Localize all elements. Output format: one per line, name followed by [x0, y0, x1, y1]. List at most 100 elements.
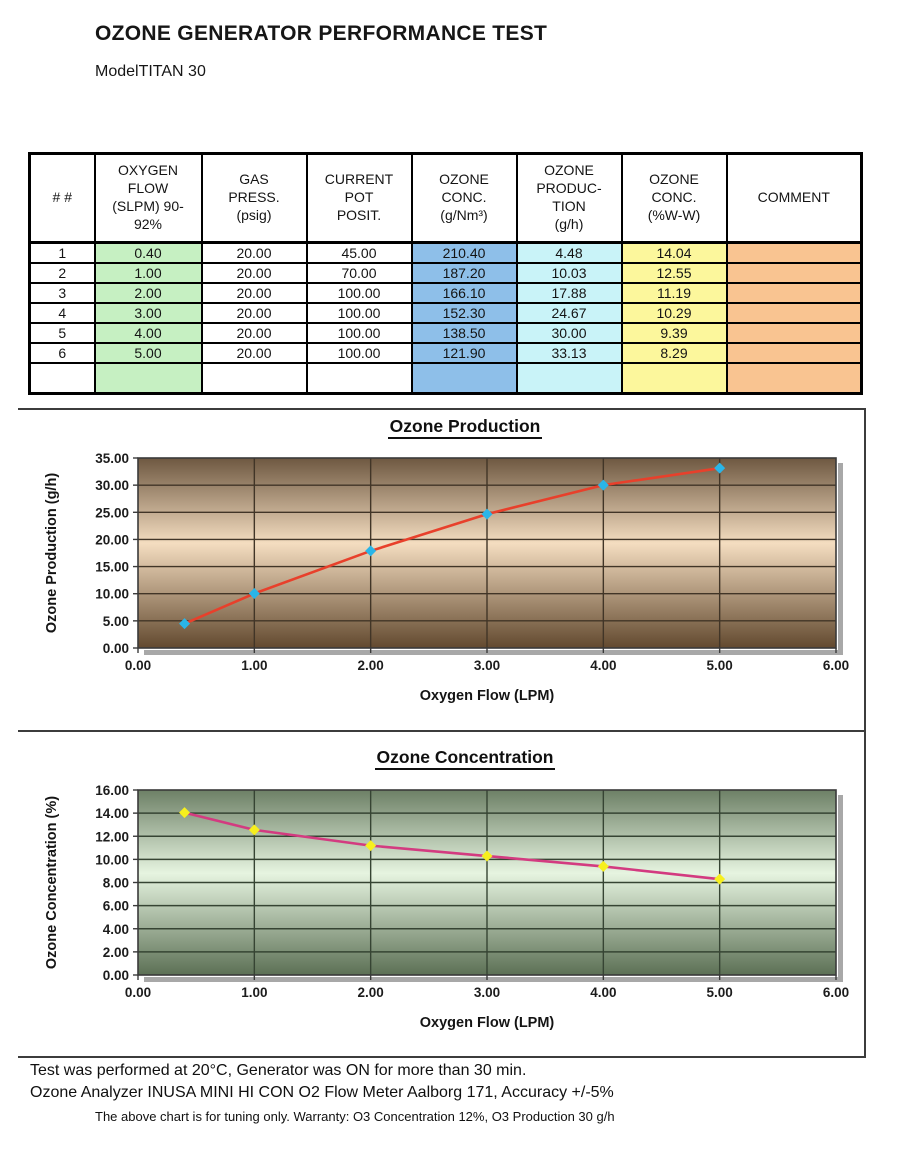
- table-cell: 30.00: [515, 321, 623, 344]
- model-line: ModelTITAN 30: [95, 63, 206, 81]
- table-cell: 187.20: [410, 261, 518, 284]
- table-cell: 20.00: [200, 301, 308, 324]
- table-cell: 1: [28, 241, 96, 264]
- y-tick-label: 14.00: [95, 806, 129, 821]
- y-axis-title: Ozone Production (g/h): [44, 473, 60, 633]
- table-cell: [93, 361, 203, 395]
- table-cell: 5: [28, 321, 96, 344]
- table-cell: 138.50: [410, 321, 518, 344]
- table-body: 1 0.40 20.00 45.00 210.40 4.48 14.04 2 1.00 20.00…: [28, 241, 863, 395]
- table-cell: 166.10: [410, 281, 518, 304]
- table-cell: [725, 301, 863, 324]
- data-point-marker: [481, 850, 493, 862]
- table-cell: 2: [28, 261, 96, 284]
- y-tick-label: 35.00: [95, 451, 129, 466]
- y-tick-label: 0.00: [103, 641, 129, 656]
- table-cell: 11.19: [620, 281, 728, 304]
- y-tick-label: 30.00: [95, 478, 129, 493]
- column-header: OZONE PRODUC- TION (g/h): [515, 152, 623, 244]
- x-tick-label: 3.00: [474, 658, 500, 673]
- x-tick-label: 2.00: [358, 658, 384, 673]
- table-cell: 20.00: [200, 341, 308, 364]
- chart1-title: Ozone Production: [60, 416, 870, 439]
- data-point-marker: [179, 807, 191, 819]
- footer-line-2: Ozone Analyzer INUSA MINI HI CON O2 Flow…: [30, 1084, 614, 1101]
- table-cell: 210.40: [410, 241, 518, 264]
- y-tick-label: 8.00: [103, 876, 129, 891]
- table-header-row: # # OXYGEN FLOW (SLPM) 90- 92% GAS PRESS. …: [28, 152, 863, 244]
- table-cell: 100.00: [305, 281, 413, 304]
- table-cell: 70.00: [305, 261, 413, 284]
- ozone-production-chart: 0.00 5.00 10.00 15.00 20.00 25.00 30.00 35.00 0.…: [44, 451, 849, 704]
- table-row: 5 4.00 20.00 100.00 138.50 30.00 9.39: [28, 321, 863, 344]
- ozone-concentration-chart: 0.00 2.00 4.00 6.00 8.00 10.00 12.00 14.00 16.00…: [44, 783, 849, 1031]
- column-header: OXYGEN FLOW (SLPM) 90- 92%: [93, 152, 203, 244]
- data-point-marker: [365, 840, 377, 852]
- data-line: [183, 811, 721, 881]
- column-header: OZONE CONC. (%W-W): [620, 152, 728, 244]
- table-cell: 20.00: [200, 281, 308, 304]
- table-cell: [725, 241, 863, 264]
- table-cell: [515, 361, 623, 395]
- y-axis-title: Ozone Concentration (%): [44, 796, 60, 969]
- chart2-title: Ozone Concentration: [60, 747, 870, 770]
- table-cell: 6: [28, 341, 96, 364]
- data-point-marker: [179, 618, 191, 630]
- table-cell: 17.88: [515, 281, 623, 304]
- table-cell: 45.00: [305, 241, 413, 264]
- y-tick-label: 0.00: [103, 968, 129, 983]
- table-cell: 20.00: [200, 261, 308, 284]
- column-header: COMMENT: [725, 152, 863, 244]
- data-point-marker: [248, 588, 260, 600]
- table-cell: 3.00: [93, 301, 203, 324]
- data-point-marker: [248, 824, 260, 836]
- table-cell: 152.30: [410, 301, 518, 324]
- table-cell: 20.00: [200, 321, 308, 344]
- table-cell: 3: [28, 281, 96, 304]
- x-tick-label: 1.00: [241, 985, 267, 1000]
- table-cell: [725, 341, 863, 364]
- y-tick-label: 10.00: [95, 587, 129, 602]
- table-cell: 24.67: [515, 301, 623, 324]
- x-tick-label: 4.00: [590, 985, 616, 1000]
- y-tick-label: 5.00: [103, 614, 129, 629]
- plot-shadow: [144, 977, 843, 982]
- data-point-marker: [597, 860, 609, 872]
- column-header: GAS PRESS. (psig): [200, 152, 308, 244]
- footer-line-1: Test was performed at 20°C, Generator wa…: [30, 1062, 527, 1079]
- data-point-marker: [597, 479, 609, 491]
- table-cell: 33.13: [515, 341, 623, 364]
- table-cell: 10.29: [620, 301, 728, 324]
- table-cell: 5.00: [93, 341, 203, 364]
- column-header: OZONE CONC. (g/Nm³): [410, 152, 518, 244]
- model-label: Model: [95, 63, 139, 80]
- page-title: OZONE GENERATOR PERFORMANCE TEST: [95, 22, 548, 45]
- frame-right-border: [864, 408, 866, 1058]
- plot-shadow: [838, 463, 843, 655]
- table-cell: [725, 281, 863, 304]
- table-cell: 4: [28, 301, 96, 324]
- data-point-marker: [714, 873, 726, 885]
- table-row: 4 3.00 20.00 100.00 152.30 24.67 10.29: [28, 301, 863, 324]
- table-cell: [620, 361, 728, 395]
- y-tick-label: 10.00: [95, 852, 129, 867]
- performance-table: # # OXYGEN FLOW (SLPM) 90- 92% GAS PRESS. …: [28, 152, 863, 395]
- table-cell: 4.48: [515, 241, 623, 264]
- table-cell: 100.00: [305, 301, 413, 324]
- table-cell: [725, 261, 863, 284]
- x-tick-label: 4.00: [590, 658, 616, 673]
- table-cell: 9.39: [620, 321, 728, 344]
- column-header: CURRENT POT POSIT.: [305, 152, 413, 244]
- y-tick-label: 12.00: [95, 829, 129, 844]
- x-tick-label: 5.00: [707, 658, 733, 673]
- table-cell: [28, 361, 96, 395]
- section-divider-middle: [18, 730, 866, 732]
- table-cell: 121.90: [410, 341, 518, 364]
- data-point-marker: [714, 462, 726, 474]
- column-header: # #: [28, 152, 96, 244]
- table-cell: [725, 321, 863, 344]
- table-cell: 12.55: [620, 261, 728, 284]
- data-point-marker: [365, 545, 377, 557]
- table-cell: 2.00: [93, 281, 203, 304]
